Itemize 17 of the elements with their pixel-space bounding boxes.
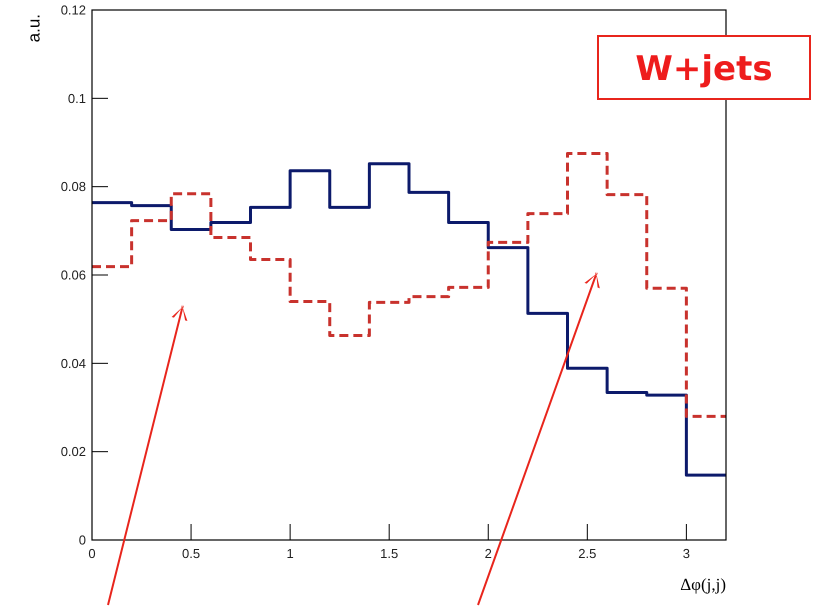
- x-tick-label: 2.5: [578, 546, 596, 561]
- x-tick-label: 1.5: [380, 546, 398, 561]
- x-tick-label: 1: [286, 546, 294, 561]
- y-tick-label: 0: [78, 532, 86, 548]
- x-tick-label: 3: [682, 546, 690, 561]
- x-tick-label: 0.5: [182, 546, 200, 561]
- y-tick-label: 0.1: [68, 90, 86, 106]
- x-tick-label: 0: [88, 546, 96, 561]
- x-axis-title: Δφ(j,j): [680, 575, 726, 594]
- y-tick-label: 0.02: [60, 444, 86, 460]
- x-tick-label: 2: [484, 546, 492, 561]
- y-tick-label: 0.04: [60, 356, 86, 371]
- y-tick-label: 0.08: [60, 179, 86, 194]
- annotation: W+jets: [635, 48, 773, 89]
- y-tick-label: 0.06: [60, 268, 86, 283]
- y-tick-label: 0.12: [60, 2, 86, 18]
- y-axis-title: a.u.: [24, 14, 44, 42]
